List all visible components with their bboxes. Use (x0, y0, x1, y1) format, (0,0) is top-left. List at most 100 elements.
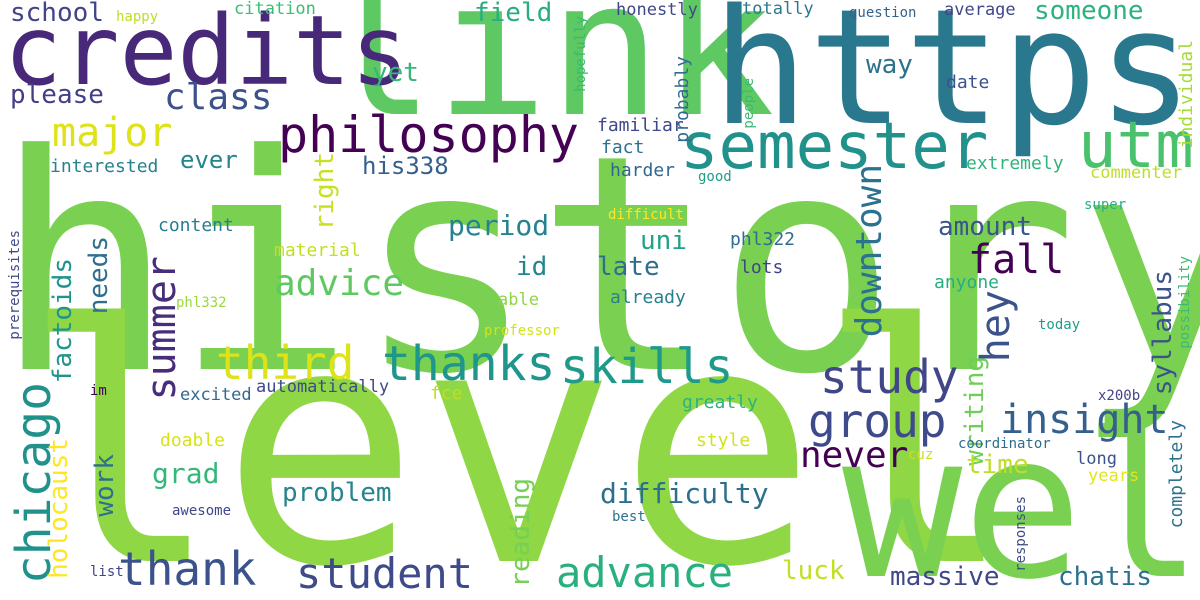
word-doable: doable (160, 430, 226, 451)
word-lots: lots (740, 257, 784, 278)
word-harder: harder (610, 160, 676, 181)
word-never: never (800, 435, 909, 476)
word-someone: someone (1034, 0, 1144, 26)
word-hopefully: hopefully (573, 16, 589, 92)
word-familiar: familiar (597, 115, 684, 136)
word-field: field (474, 0, 553, 28)
word-chatis: chatis (1058, 562, 1152, 592)
word-ever: ever (180, 146, 238, 174)
word-style: style (696, 430, 751, 451)
word-citation: citation (234, 0, 316, 19)
word-school: school (10, 0, 104, 28)
word-summer: summer (139, 256, 185, 401)
word-group: group (808, 394, 947, 448)
word-excited: excited (180, 385, 252, 405)
word-skills: skills (560, 339, 734, 395)
word-phl322: phl322 (730, 229, 796, 250)
word-grad: grad (152, 457, 220, 490)
word-years: years (1088, 466, 1140, 486)
word-awesome: awesome (172, 503, 232, 519)
word-downtown: downtown (849, 164, 890, 338)
word-fce: fce (430, 383, 463, 404)
word-philosophy: philosophy (278, 106, 580, 164)
word-difficulty: difficulty (600, 477, 769, 510)
word-date: date (946, 72, 990, 93)
word-factoids: factoids (48, 258, 78, 384)
word-id: id (516, 252, 548, 282)
word-way: way (866, 50, 913, 80)
word-today: today (1038, 317, 1081, 333)
word-advance: advance (556, 548, 734, 597)
word-honestly: honestly (616, 0, 698, 20)
word-link: link (322, 0, 775, 159)
word-right: right (310, 152, 340, 231)
word-work: work (90, 454, 120, 517)
word-material: material (274, 240, 361, 261)
word-student: student (296, 549, 474, 598)
word-commenter: commenter (1090, 163, 1183, 183)
word-syllabus: syllabus (1148, 270, 1178, 396)
word-possibility: possibility (1177, 256, 1193, 349)
word-history: history (0, 91, 1200, 440)
word-already: already (610, 287, 686, 308)
word-phl332: phl332 (176, 295, 227, 311)
word-insight: insight (1000, 397, 1169, 443)
word-advice: advice (274, 263, 405, 304)
word-reading: reading (506, 478, 536, 588)
word-major: major (52, 110, 173, 156)
word-third: third (216, 336, 355, 390)
word-individual: individual (1176, 40, 1197, 149)
word-average: average (944, 0, 1016, 20)
word-needs: needs (84, 236, 114, 315)
word-cuz: cuz (908, 447, 934, 463)
word-hey: hey (973, 290, 1019, 363)
word-his338: his338 (362, 152, 449, 180)
word-interested: interested (50, 156, 159, 177)
word-period: period (448, 209, 550, 242)
word-people: people (741, 78, 757, 129)
word-thanks: thanks (382, 336, 556, 392)
word-totally: totally (742, 0, 814, 19)
word-able: able (498, 290, 539, 310)
word-super: super (1084, 197, 1127, 213)
word-late: late (597, 252, 660, 282)
word-holocaust: holocaust (44, 438, 74, 579)
word-semester: semester (680, 110, 989, 184)
word-problem: problem (282, 478, 392, 508)
word-extremely: extremely (966, 153, 1064, 174)
word-greatly: greatly (682, 392, 758, 413)
word-best: best (612, 509, 646, 525)
word-content: content (158, 215, 234, 236)
word-completely: completely (1166, 420, 1187, 529)
word-anyone: anyone (934, 272, 1000, 293)
word-im: im (90, 383, 107, 399)
word-massive: massive (890, 562, 1000, 592)
word-coordinator: coordinator (958, 436, 1051, 452)
word-responses: responses (1013, 496, 1029, 572)
word-amount: amount (938, 212, 1032, 242)
word-credits: credits (4, 0, 409, 107)
word-happy: happy (116, 9, 159, 25)
word-difficult: difficult (608, 207, 684, 223)
word-list: list (90, 564, 124, 580)
word-yet: yet (372, 58, 419, 88)
word-question: question (849, 5, 917, 21)
word-professor: professor (484, 323, 560, 339)
word-fact: fact (601, 137, 645, 158)
word-level: level (22, 255, 1016, 600)
word-uni: uni (640, 226, 687, 256)
word-study: study (820, 350, 959, 404)
word-thank: thank (118, 542, 257, 596)
word-prerequisites: prerequisites (7, 230, 23, 340)
word-good: good (698, 169, 732, 185)
word-automatically: automatically (256, 377, 390, 397)
word-please: please (10, 80, 104, 110)
word-utm: utm (1078, 109, 1194, 183)
word-long: long (1076, 449, 1117, 469)
word-luck: luck (782, 556, 845, 586)
word-https: https (712, 0, 1194, 161)
word-class: class (164, 77, 273, 118)
word-x200b: x200b (1098, 388, 1141, 404)
